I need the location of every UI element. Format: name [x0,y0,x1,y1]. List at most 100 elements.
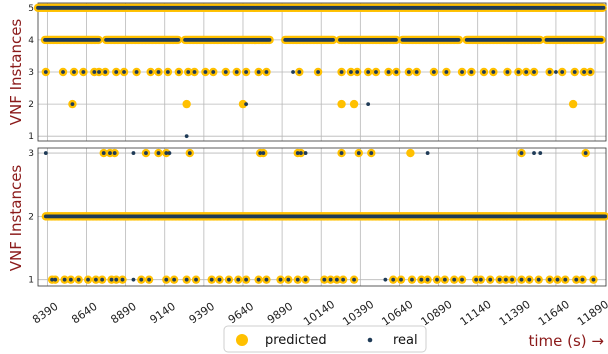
real-point [563,278,567,282]
x-tick-label: 11890 [575,298,608,329]
x-tick-label: 8390 [30,300,60,327]
real-point [102,151,106,155]
real-point [491,70,495,74]
real-point [357,151,361,155]
real-point [193,70,197,74]
real-point [474,278,478,282]
legend-label-real: real [393,333,418,348]
real-point [168,151,172,155]
real-point [176,38,180,42]
real-point [394,70,398,74]
real-point [188,151,192,155]
real-point [537,278,541,282]
real-point [527,278,531,282]
real-point [265,70,269,74]
real-point [322,278,326,282]
y-tick-label: 4 [28,36,34,46]
x-tick-label: 10390 [340,298,376,329]
real-point [94,278,98,282]
real-point [391,278,395,282]
x-tick-label: 9390 [187,300,217,327]
real-point [81,70,85,74]
real-point [460,278,464,282]
x-tick-label: 10140 [301,298,337,329]
real-point [244,278,248,282]
real-point [340,151,344,155]
real-point [244,102,248,106]
real-point [77,278,81,282]
real-point [304,151,308,155]
real-point [426,151,430,155]
real-point [482,70,486,74]
x-tick-label: 8890 [108,300,138,327]
real-point [573,70,577,74]
real-point [185,134,189,138]
real-point [86,278,90,282]
real-point [452,278,456,282]
real-point [61,70,65,74]
real-point [394,38,398,42]
real-point [341,278,345,282]
real-point [149,70,153,74]
real-point [204,70,208,74]
real-point [227,278,231,282]
real-point [144,151,148,155]
real-point [548,278,552,282]
real-point [584,151,588,155]
real-point [44,70,48,74]
real-point [186,70,190,74]
real-point [72,70,76,74]
real-point [582,70,586,74]
x-tick-label: 10640 [379,298,415,329]
real-point [352,278,356,282]
real-point [383,278,387,282]
predicted-point [569,100,577,108]
real-point [268,38,272,42]
real-point [244,70,248,74]
real-point [235,70,239,74]
y-tick-label: 5 [28,4,34,14]
predicted-point [337,100,345,108]
real-point [574,278,578,282]
real-point [139,278,143,282]
real-point [297,70,301,74]
y-tick-label: 2 [28,212,34,222]
real-point [261,151,265,155]
real-point [157,151,161,155]
real-point [92,70,96,74]
lower-scatter-panel: 1 2 3 8390 8640 8890 9140 9390 9640 9890 10140 1039… [28,148,608,328]
upper-scatter-panel: 1 2 3 4 5 [28,3,607,142]
real-point [510,278,514,282]
y-tick-label: 2 [28,100,34,110]
real-point [602,6,606,10]
real-point [257,70,261,74]
legend-marker-predicted [236,334,248,346]
real-point [265,278,269,282]
x-tick-label: 11390 [497,298,533,329]
real-point [135,70,139,74]
real-point [410,278,414,282]
real-point [600,38,604,42]
real-point [435,278,439,282]
real-point [443,278,447,282]
real-point [419,278,423,282]
real-point [166,70,170,74]
real-point [114,278,118,282]
predicted-point [350,100,358,108]
real-point [69,278,73,282]
real-point [331,38,335,42]
real-point [366,102,370,106]
real-point [603,214,607,218]
real-point [71,102,75,106]
upper-y-axis-label: VNF Instances [7,19,25,126]
legend-marker-real [368,338,373,343]
real-point [355,70,359,74]
real-point [122,70,126,74]
real-point [132,151,136,155]
real-point [211,70,215,74]
real-point [157,70,161,74]
real-point [407,70,411,74]
real-point [560,70,564,74]
real-point [147,278,151,282]
real-point [296,278,300,282]
